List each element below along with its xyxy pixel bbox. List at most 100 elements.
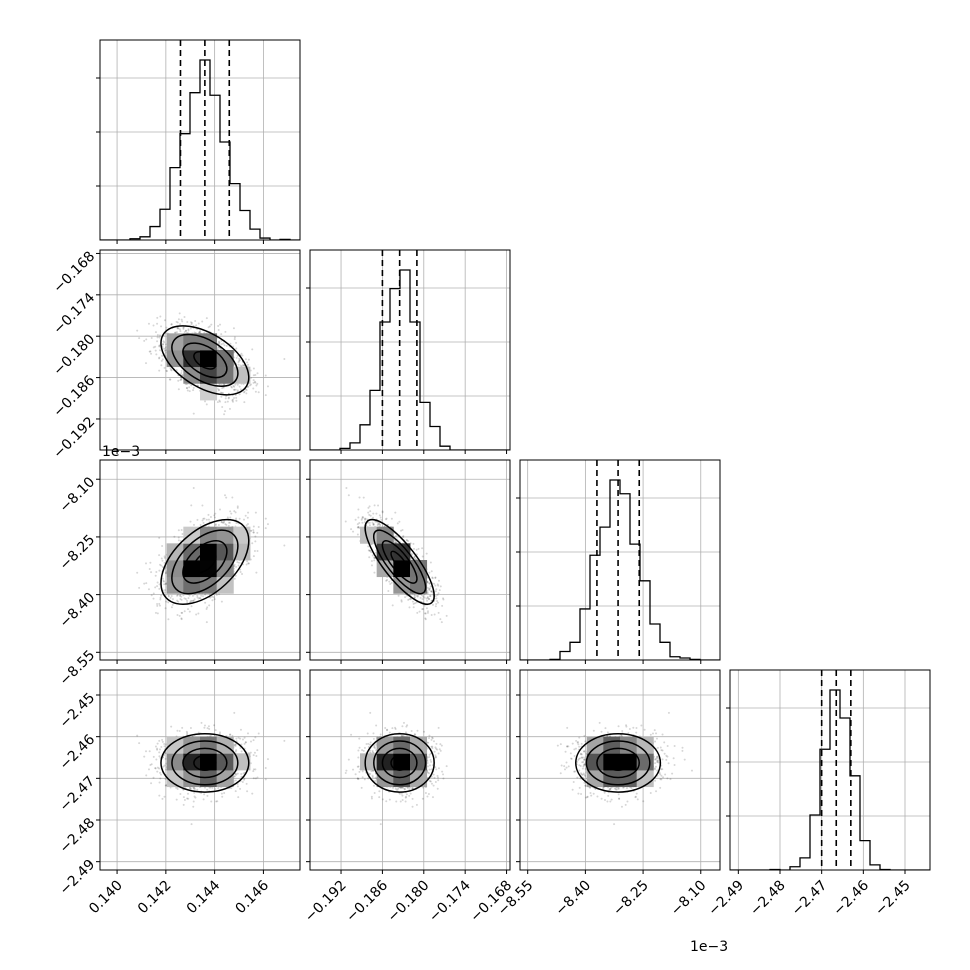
sample-point bbox=[201, 320, 204, 323]
sample-point bbox=[235, 399, 238, 402]
sample-point bbox=[176, 614, 179, 617]
sample-point bbox=[241, 354, 244, 357]
sample-point bbox=[195, 324, 198, 327]
sample-point bbox=[201, 519, 204, 522]
sample-point bbox=[158, 334, 161, 337]
sample-point bbox=[194, 320, 197, 323]
sample-point bbox=[358, 522, 361, 525]
sample-point bbox=[434, 584, 437, 587]
sample-point bbox=[400, 529, 403, 532]
sample-point bbox=[192, 599, 195, 602]
sample-point bbox=[416, 594, 419, 597]
sample-point bbox=[227, 397, 230, 400]
sample-point bbox=[430, 570, 433, 573]
sample-point bbox=[426, 610, 429, 613]
sample-point bbox=[156, 322, 159, 325]
sample-point bbox=[247, 363, 250, 366]
density-cell bbox=[200, 366, 218, 384]
sample-point bbox=[160, 564, 163, 567]
sample-point bbox=[197, 597, 200, 600]
sample-point bbox=[186, 792, 189, 795]
sample-point bbox=[380, 518, 383, 521]
sample-point bbox=[202, 595, 205, 598]
sample-point bbox=[244, 358, 247, 361]
sample-point bbox=[433, 613, 436, 616]
sample-point bbox=[252, 387, 255, 390]
sample-point bbox=[428, 588, 431, 591]
sample-point bbox=[156, 742, 159, 745]
sample-point bbox=[149, 763, 152, 766]
sample-point bbox=[180, 595, 183, 598]
sample-point bbox=[414, 602, 417, 605]
sample-point bbox=[283, 544, 286, 547]
sample-point bbox=[218, 732, 221, 735]
sample-point bbox=[164, 784, 167, 787]
sample-point bbox=[239, 364, 242, 367]
sample-point bbox=[160, 359, 163, 362]
sample-point bbox=[192, 386, 195, 389]
sample-point bbox=[210, 323, 213, 326]
sample-point bbox=[233, 388, 236, 391]
sample-point bbox=[226, 400, 229, 403]
sample-point bbox=[249, 383, 252, 386]
sample-point bbox=[426, 586, 429, 589]
sample-point bbox=[179, 379, 182, 382]
sample-point bbox=[201, 504, 204, 507]
sample-point bbox=[209, 596, 212, 599]
contour-3 bbox=[364, 518, 435, 605]
sample-point bbox=[218, 383, 221, 386]
sample-point bbox=[245, 524, 248, 527]
sample-point bbox=[246, 732, 249, 735]
sample-point bbox=[165, 369, 168, 372]
sample-point bbox=[381, 510, 384, 513]
sample-point bbox=[169, 368, 172, 371]
sample-point bbox=[428, 582, 431, 585]
sample-point bbox=[245, 392, 248, 395]
sample-point bbox=[214, 523, 217, 526]
sample-point bbox=[182, 327, 185, 330]
sample-point bbox=[387, 589, 390, 592]
sample-point bbox=[236, 383, 239, 386]
y-tick-label-p2-1: −8.40 bbox=[57, 590, 99, 632]
sample-point bbox=[243, 401, 246, 404]
sample-point bbox=[193, 598, 196, 601]
sample-point bbox=[344, 520, 347, 523]
sample-point bbox=[162, 580, 165, 583]
sample-point bbox=[241, 738, 244, 741]
sample-point bbox=[416, 611, 419, 614]
sample-point bbox=[410, 552, 413, 555]
sample-point bbox=[156, 336, 159, 339]
sample-point bbox=[363, 517, 366, 520]
sample-point bbox=[165, 343, 168, 346]
sample-point bbox=[183, 315, 186, 318]
sample-point bbox=[163, 556, 166, 559]
sample-point bbox=[161, 738, 164, 741]
sample-point bbox=[247, 562, 250, 565]
sample-point bbox=[374, 520, 377, 523]
sample-point bbox=[191, 321, 194, 324]
sample-point bbox=[378, 514, 381, 517]
sample-point bbox=[188, 594, 191, 597]
sample-point bbox=[206, 606, 209, 609]
sample-point bbox=[209, 515, 212, 518]
sample-point bbox=[238, 517, 241, 520]
sample-point bbox=[224, 397, 227, 400]
sample-point bbox=[218, 388, 221, 391]
sample-point bbox=[176, 593, 179, 596]
sample-point bbox=[412, 542, 415, 545]
sample-point bbox=[244, 741, 247, 744]
sample-point bbox=[160, 364, 163, 367]
sample-point bbox=[249, 751, 252, 754]
sample-point bbox=[167, 601, 170, 604]
panel-plot-area bbox=[100, 670, 300, 870]
sample-point bbox=[236, 389, 239, 392]
sample-point bbox=[175, 320, 178, 323]
sample-point bbox=[393, 541, 396, 544]
sample-point bbox=[425, 597, 428, 600]
panel-plot-area bbox=[520, 460, 720, 660]
sample-point bbox=[252, 531, 255, 534]
sample-point bbox=[242, 364, 245, 367]
sample-point bbox=[216, 387, 219, 390]
scatter-panel-p1-p2 bbox=[306, 459, 511, 664]
sample-point bbox=[377, 523, 380, 526]
